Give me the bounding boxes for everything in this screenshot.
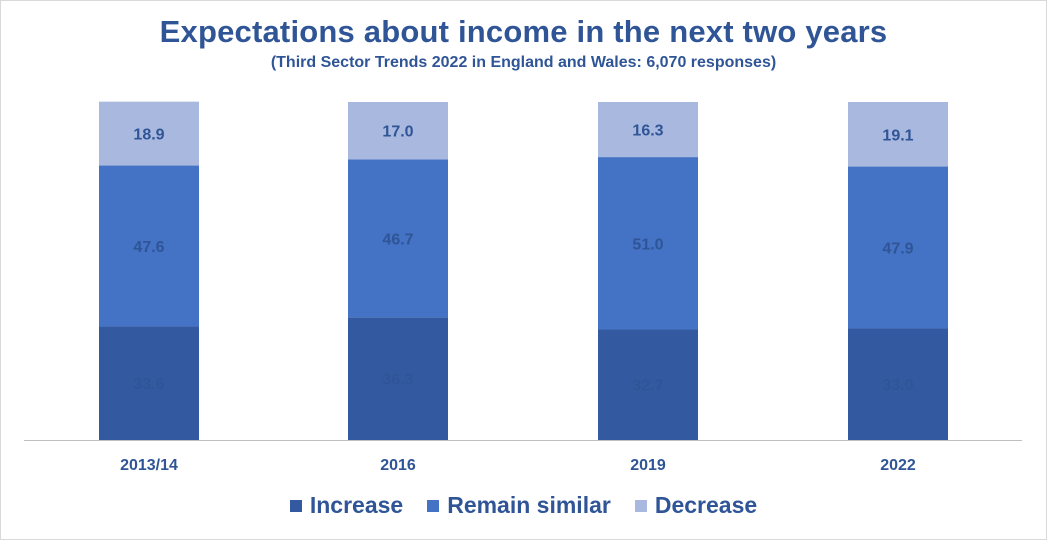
legend-label-increase: Increase	[309, 492, 404, 518]
bar-decrease-2022	[848, 102, 948, 167]
bar-remain-similar-2022	[848, 166, 948, 329]
bar-decrease-2013-14	[99, 101, 199, 166]
bar-increase-2019	[598, 329, 698, 440]
bar-remain-similar-2016	[348, 159, 448, 318]
legend-label-decrease: Decrease	[654, 492, 758, 518]
data-label-increase-2016: 36.3	[382, 372, 413, 389]
bar-groups: 33.6 47.6 18.9 36.3 46.7 17.0 32.7 51.0 16.3 33.0…	[99, 101, 948, 440]
data-label-remain-similar-2013-14: 47.6	[133, 239, 164, 256]
data-label-decrease-2019: 16.3	[632, 123, 663, 140]
x-tick-label-2016: 2016	[380, 457, 416, 474]
legend-swatch-remain-similar	[427, 499, 440, 512]
data-label-decrease-2016: 17.0	[382, 124, 413, 141]
x-tick-label-2019: 2019	[630, 457, 666, 474]
bar-increase-2013-14	[99, 326, 199, 440]
bar-stack-2013-14: 33.6 47.6 18.9	[99, 101, 199, 440]
legend: Increase Remain similar Decrease	[0, 492, 1047, 519]
x-tick-labels: 2013/14 2016 2019 2022	[120, 457, 916, 474]
chart-subtitle: (Third Sector Trends 2022 in England and…	[270, 54, 777, 71]
bar-stack-2016: 36.3 46.7 17.0	[348, 102, 448, 440]
data-label-increase-2019: 32.7	[632, 378, 663, 395]
data-label-remain-similar-2016: 46.7	[382, 231, 413, 248]
data-label-increase-2013-14: 33.6	[133, 376, 164, 393]
bar-stack-2019: 32.7 51.0 16.3	[598, 102, 698, 440]
x-tick-label-2022: 2022	[880, 457, 916, 474]
legend-label-remain-similar: Remain similar	[447, 492, 611, 518]
data-label-decrease-2022: 19.1	[882, 127, 913, 144]
bar-increase-2022	[848, 328, 948, 440]
bar-stack-2022: 33.0 47.9 19.1	[848, 102, 948, 440]
bar-decrease-2019	[598, 102, 698, 158]
data-label-remain-similar-2022: 47.9	[882, 241, 913, 258]
legend-item-increase: Increase	[289, 492, 404, 519]
chart-title: Expectations about income in the next tw…	[159, 14, 888, 49]
legend-swatch-decrease	[634, 499, 647, 512]
bar-increase-2016	[348, 317, 448, 440]
x-tick-label-2013-14: 2013/14	[120, 457, 178, 474]
data-label-decrease-2013-14: 18.9	[133, 127, 164, 144]
bar-decrease-2016	[348, 102, 448, 160]
bar-remain-similar-2019	[598, 157, 698, 330]
data-label-remain-similar-2019: 51.0	[632, 236, 663, 253]
legend-item-remain-similar: Remain similar	[427, 492, 611, 519]
bar-remain-similar-2013-14	[99, 165, 199, 327]
legend-item-decrease: Decrease	[634, 492, 758, 519]
data-label-increase-2022: 33.0	[882, 377, 913, 394]
legend-swatch-increase	[289, 499, 302, 512]
